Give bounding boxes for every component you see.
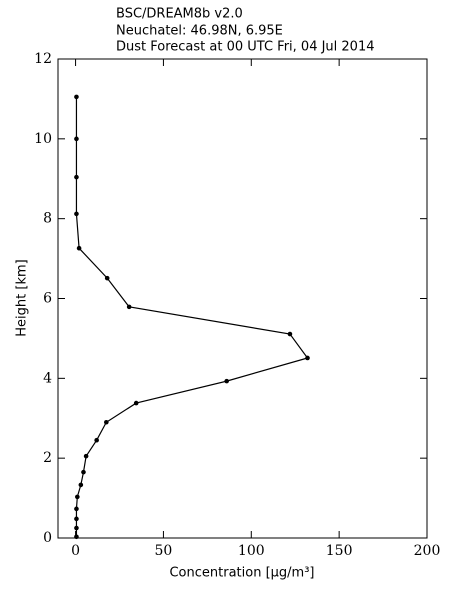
y-tick-label: 2 — [43, 450, 52, 466]
x-tick-label: 0 — [71, 543, 80, 559]
data-point — [133, 400, 139, 406]
title-line: Dust Forecast at 00 UTC Fri, 04 Jul 2014 — [116, 40, 375, 55]
x-tick-label: 50 — [155, 543, 173, 559]
y-tick-label: 8 — [43, 211, 52, 227]
y-tick-label: 4 — [43, 370, 52, 386]
y-tick-label: 10 — [34, 131, 52, 147]
data-point — [74, 516, 79, 522]
y-axis-label: Height [km] — [15, 259, 30, 336]
data-point — [287, 331, 293, 337]
data-point — [104, 275, 110, 281]
title-line: BSC/DREAM8b v2.0 — [116, 7, 243, 22]
data-point — [94, 437, 99, 443]
data-point — [74, 534, 79, 540]
data-point — [74, 94, 79, 100]
title-line: Neuchatel: 46.98N, 6.95E — [116, 24, 283, 39]
data-point — [305, 355, 310, 361]
data-point — [74, 136, 79, 142]
x-tick-label: 100 — [238, 543, 265, 559]
data-point — [74, 525, 79, 531]
data-point — [81, 469, 86, 475]
y-tick-label: 0 — [43, 530, 52, 546]
data-point — [224, 378, 229, 384]
x-axis-label: Concentration [μg/m³] — [169, 566, 314, 581]
plot-frame — [57, 58, 428, 539]
x-tick-label: 200 — [414, 543, 441, 559]
y-tick-label: 12 — [34, 51, 52, 67]
x-tick-label: 150 — [326, 543, 353, 559]
data-point — [74, 174, 79, 180]
data-point — [104, 419, 109, 425]
data-point — [126, 304, 132, 310]
data-point — [83, 453, 89, 459]
y-tick-label: 6 — [43, 291, 52, 307]
data-point — [74, 211, 79, 217]
profile-line — [75, 96, 309, 537]
data-point — [75, 494, 80, 500]
data-point — [78, 482, 84, 488]
data-point — [74, 506, 79, 512]
data-point — [76, 245, 82, 251]
